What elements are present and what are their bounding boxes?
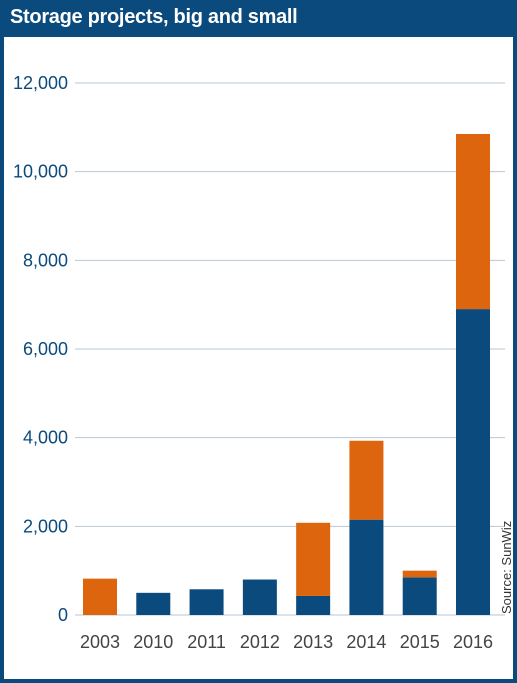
y-tick-label: 8,000 [23, 250, 68, 270]
bar-segment-2012-blue [242, 579, 277, 615]
bar-segment-2016-blue [456, 309, 490, 615]
x-tick-label: 2011 [187, 632, 226, 652]
bar-segment-2003-orange [83, 578, 117, 615]
bar-segment-2011-blue [189, 589, 224, 615]
y-tick-label: 2,000 [23, 516, 68, 536]
title-bar: Storage projects, big and small [0, 0, 517, 37]
bar-segment-2015-blue [402, 577, 437, 615]
y-tick-label: 12,000 [13, 73, 68, 93]
bar-segment-2010-blue [136, 592, 171, 615]
x-tick-label: 2016 [453, 632, 493, 652]
y-axis-ticks: 0 2,000 4,000 6,000 8,000 10,000 12,000 [13, 73, 68, 625]
y-tick-label: 6,000 [23, 339, 68, 359]
bar-segment-2016-orange [456, 133, 490, 310]
bar-segment-2013-blue [296, 595, 331, 615]
source-note: Source: SunWiz [499, 521, 514, 614]
y-tick-label: 4,000 [23, 428, 68, 448]
x-axis-ticks: 2003 2010 2011 2012 2013 2014 2015 2016 [80, 632, 493, 652]
x-tick-label: 2012 [240, 632, 280, 652]
x-tick-label: 2010 [133, 632, 173, 652]
gridlines [75, 82, 505, 616]
bar-segment-2015-orange [402, 570, 437, 578]
chart-title: Storage projects, big and small [10, 6, 298, 28]
bar-segment-2013-orange [296, 522, 331, 596]
bars [83, 133, 490, 615]
bar-segment-2014-blue [349, 519, 384, 615]
x-tick-label: 2014 [346, 632, 386, 652]
x-tick-label: 2003 [80, 632, 120, 652]
y-tick-label: 10,000 [13, 162, 68, 182]
y-tick-label: 0 [58, 605, 68, 625]
bar-segment-2014-orange [349, 440, 384, 520]
x-tick-label: 2013 [293, 632, 333, 652]
x-tick-label: 2015 [400, 632, 440, 652]
